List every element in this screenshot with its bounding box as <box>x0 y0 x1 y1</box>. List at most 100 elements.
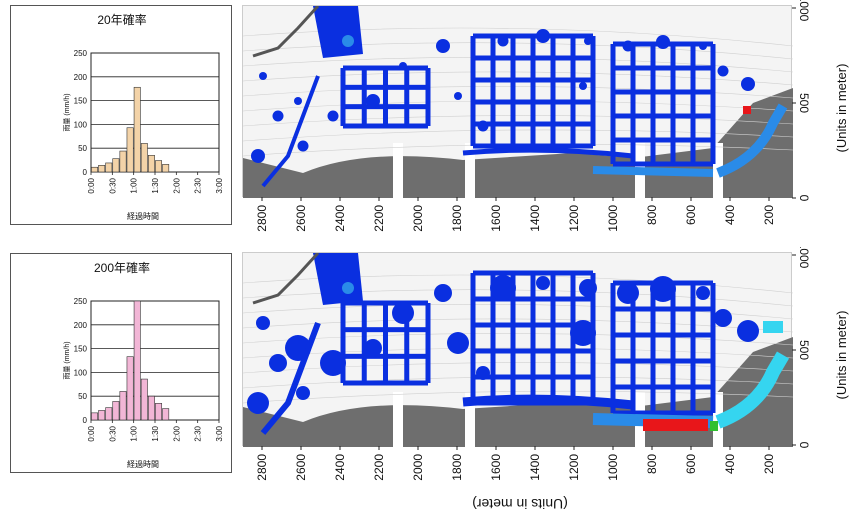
flooded-street <box>490 273 496 403</box>
x-tick-label: 1200 <box>567 205 581 232</box>
x-tick-label: 0:00 <box>87 177 96 193</box>
rainfall-bar <box>140 378 148 421</box>
flooded-street <box>361 303 367 383</box>
x-tick-label: 1:30 <box>151 177 160 193</box>
flooded-street <box>670 283 676 413</box>
y-tick-label: 50 <box>78 144 87 153</box>
ponding-area <box>454 92 462 100</box>
ponding-area <box>741 77 755 91</box>
flooded-street <box>613 384 713 390</box>
flooded-street <box>690 44 696 164</box>
flooded-street <box>550 273 556 403</box>
flooded-street <box>425 68 431 126</box>
flooded-street <box>473 77 593 83</box>
rainfall-bar <box>126 127 134 173</box>
flooded-street <box>613 65 713 71</box>
rainfall-bar <box>105 407 113 421</box>
ponding-area <box>497 35 509 47</box>
y-tick-label: 250 <box>74 297 88 306</box>
road-line <box>252 253 320 305</box>
ponding-area <box>366 94 380 108</box>
flooded-street <box>340 68 346 126</box>
x-tick-label: 400 <box>723 205 737 225</box>
y-tick-label: 0 <box>797 442 811 449</box>
flooded-street <box>613 306 713 312</box>
ponding-area <box>256 316 270 330</box>
rainfall-bar <box>155 403 163 421</box>
ponding-area <box>699 42 707 50</box>
y-tick-label: 200 <box>74 73 88 82</box>
ponding-area <box>579 279 597 297</box>
flooded-street <box>630 283 636 413</box>
ponding-area <box>617 282 639 304</box>
flooded-street <box>473 322 593 328</box>
map-200yr-x-axis-label: (Units in meter) <box>472 496 568 512</box>
land-area <box>243 158 303 198</box>
rainfall-bar <box>91 166 99 173</box>
flooded-street <box>473 121 593 127</box>
flooded-street <box>510 36 516 146</box>
y-tick-label: 50 <box>78 392 87 401</box>
flooded-street <box>404 303 410 383</box>
y-tick-label: 100 <box>74 368 88 377</box>
x-tick-label: 2600 <box>294 205 308 232</box>
flooded-street <box>613 137 713 143</box>
flooded-street <box>490 36 496 146</box>
inundation-map-200yr <box>242 252 793 447</box>
ponding-area <box>320 350 346 376</box>
ponding-area <box>717 65 729 77</box>
rainfall-bar <box>162 164 170 173</box>
x-tick-label: 1:00 <box>130 177 139 193</box>
rainfall-bar <box>140 143 148 173</box>
x-tick-label: 1400 <box>528 205 542 232</box>
ponding-area <box>392 302 414 324</box>
x-tick-label: 1000 <box>606 205 620 232</box>
road <box>465 392 475 447</box>
x-tick-label: 2200 <box>372 454 386 481</box>
ponding-area <box>327 110 339 122</box>
rainfall-bar <box>98 410 106 421</box>
ponding-area <box>570 320 596 346</box>
flooded-street <box>343 353 428 359</box>
flooded-street <box>510 273 516 403</box>
x-tick-label: 2800 <box>255 205 269 232</box>
flooded-street <box>473 296 593 302</box>
inundation-map-200yr-canvas <box>243 253 793 447</box>
rainfall-bar <box>133 86 141 173</box>
flooded-street <box>610 283 616 413</box>
flooded-street <box>473 33 593 39</box>
flooded-street <box>473 348 593 354</box>
y-tick-label: 150 <box>74 97 88 106</box>
flooded-channel <box>716 103 788 178</box>
ponding-area <box>650 276 676 302</box>
ponding-area <box>294 97 302 105</box>
rainfall-bar <box>133 300 141 421</box>
flooded-street <box>613 89 713 95</box>
ponding-area <box>269 354 287 372</box>
x-tick-label: 1:00 <box>130 425 139 441</box>
hyetograph-200yr-chart: 200年確率 0 50 100 150 200 250 0:00 0:30 1:00 1:30 2:0… <box>63 260 224 469</box>
map-200yr-y-axis: 0 500 1000 (Units in meter) <box>792 242 864 452</box>
x-tick-label: 2400 <box>333 454 347 481</box>
flooded-street <box>343 300 428 306</box>
ponding-area <box>696 286 710 300</box>
flooded-street <box>570 36 576 146</box>
y-axis-label: (Units in meter) <box>834 311 849 400</box>
x-tick-label: 1600 <box>489 454 503 481</box>
ponding-area <box>714 309 732 327</box>
x-tick-label: 2000 <box>411 454 425 481</box>
y-tick-label: 0 <box>83 416 88 425</box>
y-tick-label: 1000 <box>797 0 811 22</box>
x-tick-label: 1600 <box>489 205 503 232</box>
x-tick-label: 2:00 <box>172 177 181 193</box>
x-tick-label: 1800 <box>450 205 464 232</box>
rainfall-bar <box>105 162 113 173</box>
ponding-area <box>247 392 269 414</box>
x-axis-label: 経過時間 <box>127 211 159 221</box>
x-tick-label: 400 <box>723 454 737 474</box>
flooded-street <box>613 410 713 416</box>
rainfall-bar <box>98 165 106 173</box>
y-axis-label: 雨量 (mm/h) <box>63 93 71 131</box>
flooded-street <box>425 303 431 383</box>
y-tick-label: 200 <box>74 321 88 330</box>
